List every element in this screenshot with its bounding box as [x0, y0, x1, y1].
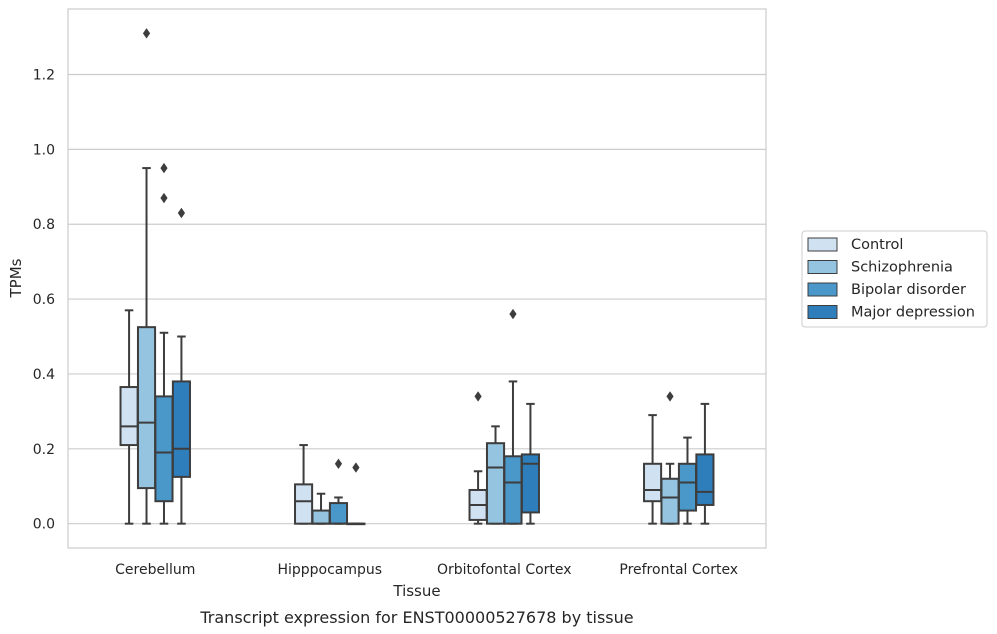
x-tick-label: Orbitofontal Cortex [437, 562, 572, 578]
outlier-point [666, 391, 674, 402]
y-tick-label: 0.0 [33, 517, 55, 533]
box-body [136, 326, 157, 490]
series-major-depression [171, 207, 715, 526]
legend-swatch [807, 260, 838, 274]
box [520, 402, 540, 525]
box [328, 458, 349, 525]
box-groups [119, 28, 715, 526]
box-body [520, 453, 540, 514]
y-tick-label: 1.2 [33, 68, 55, 84]
box-body [119, 386, 139, 447]
box [294, 444, 314, 525]
box-body [154, 395, 174, 503]
chart-caption: Transcript expression for ENST0000052767… [199, 608, 633, 627]
outlier-point [352, 462, 360, 473]
outlier-point [160, 192, 168, 204]
box-body [171, 380, 191, 478]
y-axis-ticks: 0.0 0.2 0.4 0.6 0.8 1.0 1.2 [33, 68, 55, 533]
box [695, 402, 715, 525]
series-bipolar-disorder [154, 162, 698, 525]
outlier-point [474, 391, 482, 402]
box [660, 391, 680, 525]
x-tick-label: Prefrontal Cortex [619, 562, 738, 578]
outlier-point [160, 162, 168, 174]
box [311, 492, 331, 525]
box [346, 462, 366, 526]
legend-swatch [807, 282, 838, 297]
legend: Control Schizophrenia Bipolar disorder Majo… [801, 230, 988, 328]
box [643, 414, 663, 525]
outlier-point [142, 28, 151, 39]
box-body [643, 462, 663, 503]
x-tick-label: Cerebellum [115, 562, 195, 578]
legend-label: Major depression [851, 305, 975, 321]
box-body [485, 442, 506, 525]
box-body [695, 453, 715, 506]
x-tick-label: Hipppocampus [277, 562, 382, 578]
y-tick-label: 0.4 [33, 367, 55, 383]
box-body [311, 509, 331, 525]
box-body [660, 477, 680, 525]
y-tick-label: 0.6 [33, 292, 55, 308]
outlier-point [334, 458, 343, 469]
legend-swatch [807, 305, 838, 319]
legend-swatch [807, 237, 838, 252]
x-axis-label: Tissue [392, 582, 440, 600]
outlier-point [177, 207, 186, 219]
box [677, 436, 698, 525]
box-body [328, 502, 349, 525]
y-tick-label: 0.2 [33, 442, 55, 458]
outlier-point [509, 308, 517, 320]
y-tick-label: 0.8 [33, 217, 55, 233]
x-axis-ticks: Cerebellum Hipppocampus Orbitofontal Corte… [115, 562, 738, 578]
legend-label: Bipolar disorder [851, 282, 966, 298]
box [171, 207, 191, 525]
box-body [294, 483, 314, 525]
y-tick-label: 1.0 [33, 142, 55, 158]
legend-label: Schizophrenia [851, 260, 953, 276]
legend-frame [801, 230, 988, 328]
series-schizophrenia [136, 28, 680, 525]
box-body [677, 462, 698, 512]
box-body [503, 455, 523, 525]
y-axis-label: TPMs [7, 258, 25, 298]
legend-label: Control [851, 237, 903, 253]
